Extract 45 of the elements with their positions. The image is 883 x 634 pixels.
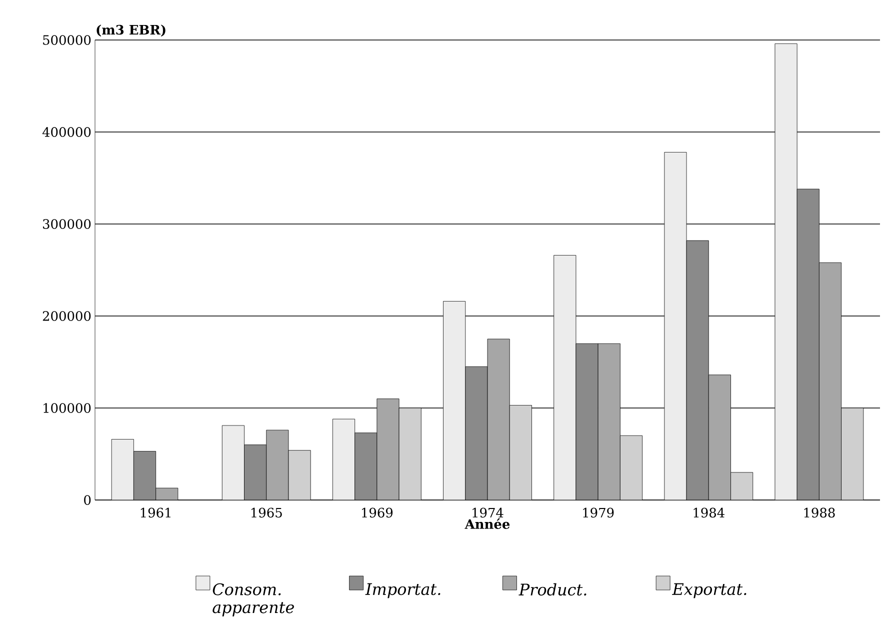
bar (134, 451, 156, 500)
bar (222, 425, 244, 500)
bar (598, 344, 620, 500)
bar (266, 430, 288, 500)
legend-label: Exportat. (672, 583, 746, 598)
bar (686, 240, 709, 500)
bar (465, 366, 488, 500)
x-tick-label: 1974 (472, 508, 504, 518)
bar (620, 436, 642, 500)
bar (244, 444, 266, 500)
bar (332, 419, 355, 500)
y-tick-label: 400000 (42, 127, 91, 137)
bar (288, 450, 311, 500)
bar (841, 408, 864, 500)
bar (818, 262, 842, 500)
bar (488, 339, 510, 500)
bar (112, 439, 134, 500)
bar (554, 255, 576, 500)
y-tick-label: 100000 (44, 403, 91, 413)
y-tick-label: 500000 (43, 35, 91, 45)
x-tick-label: 1961 (140, 508, 170, 518)
x-tick-label: 1984 (694, 508, 724, 518)
legend-label: Product. (518, 583, 586, 596)
y-tick-label: 300000 (43, 219, 91, 229)
bar (510, 405, 532, 500)
bar (399, 408, 422, 500)
bar (376, 398, 400, 500)
bar (576, 344, 598, 500)
bar (774, 43, 798, 500)
bar (443, 301, 466, 500)
y-tick-label: 200000 (42, 311, 91, 321)
x-tick-label: 1988 (804, 508, 835, 518)
y-axis-title: (m3 EBR) (96, 24, 166, 36)
bar (730, 472, 753, 500)
x-tick-label: 1965 (251, 508, 282, 518)
bar (796, 188, 820, 500)
bar (664, 152, 687, 500)
legend-label: Consom. apparente (212, 583, 294, 616)
x-tick-label: 1969 (362, 508, 393, 518)
x-tick-label: 1979 (583, 508, 614, 518)
bar (708, 374, 731, 500)
bar (354, 432, 377, 500)
legend-label: Importat. (365, 583, 440, 598)
x-axis-title: Année (464, 518, 510, 529)
y-tick-label: 0 (84, 495, 91, 505)
